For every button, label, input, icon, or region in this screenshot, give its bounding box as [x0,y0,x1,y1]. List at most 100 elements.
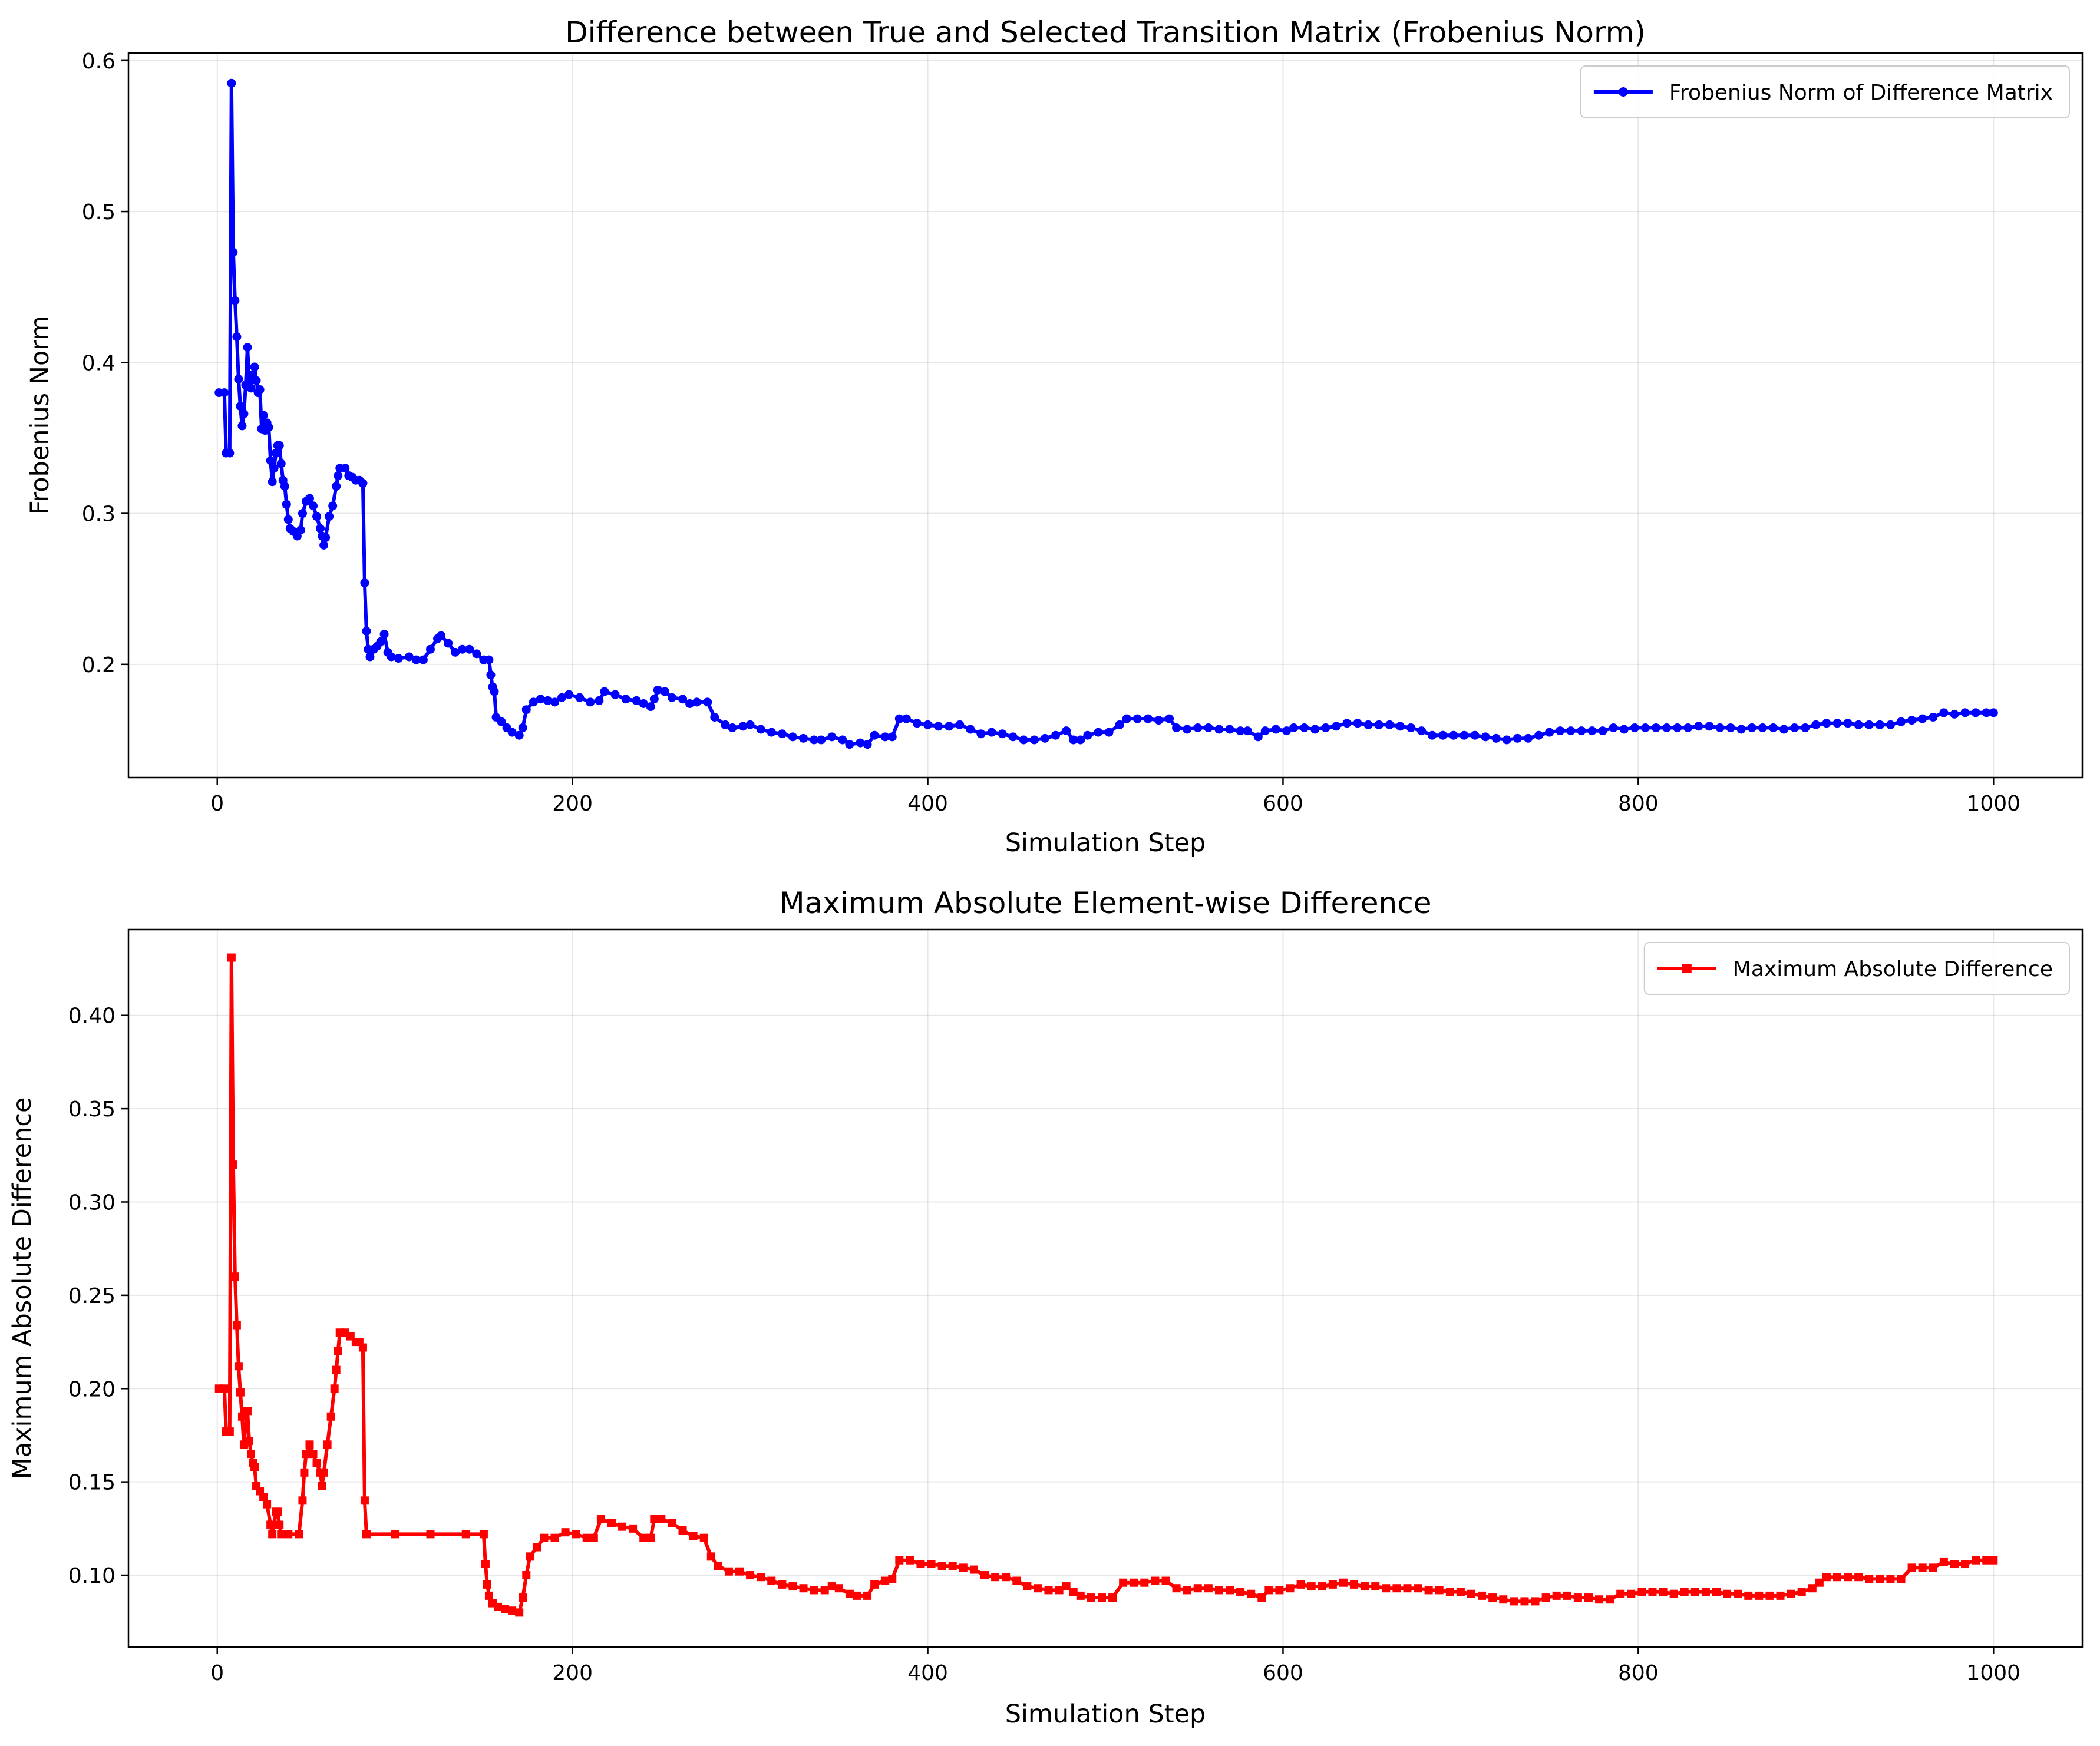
data-point [582,1533,591,1542]
data-point [1435,1586,1444,1595]
y-tick-label: 0.5 [82,200,115,224]
data-point [1491,733,1501,743]
data-point [1214,725,1224,734]
data-point [1417,726,1427,736]
x-tick-label: 200 [552,792,593,816]
data-point [735,1567,744,1576]
data-point [312,1459,321,1467]
data-point [300,1468,309,1477]
data-point [1573,1593,1582,1602]
legend-label: Frobenius Norm of Difference Matrix [1669,81,2053,105]
data-point [326,1412,335,1421]
data-point [1755,1591,1764,1600]
data-point [845,740,854,749]
data-point [1140,1578,1149,1587]
data-point [1087,1593,1095,1602]
data-point [1062,726,1071,736]
data-point [916,1560,925,1569]
data-point [678,695,688,704]
data-point [955,720,965,729]
data-point [1438,730,1448,740]
legend-box [1580,65,2070,118]
data-point [1428,730,1437,740]
x-tick-label: 0 [210,1661,224,1685]
data-point [522,1571,531,1580]
data-point [1104,727,1114,737]
data-point [966,725,975,734]
data-point [323,1440,332,1449]
data-point [376,637,385,646]
data-point [332,1365,341,1374]
data-point [1865,1575,1874,1583]
data-point [1598,726,1607,736]
data-point [465,644,474,654]
data-point [232,1321,241,1330]
chart-title: Maximum Absolute Element-wise Difference [780,886,1432,920]
data-point [1460,730,1469,740]
data-point [1534,730,1544,740]
data-point [1939,1557,1948,1566]
data-point [639,699,648,708]
data-point [1002,1573,1011,1582]
data-point [1854,720,1863,729]
data-point [852,1591,861,1600]
data-point [220,1384,229,1393]
data-point [252,376,261,385]
data-point [1950,709,1959,719]
data-point [1886,720,1895,729]
data-point [621,695,630,704]
data-point [1734,1589,1742,1598]
data-point [1275,1586,1284,1595]
data-point [1744,1591,1753,1600]
data-point [618,1522,627,1531]
data-point [799,1584,808,1593]
data-point [1961,1560,1970,1569]
data-point [451,647,460,657]
x-tick-label: 1000 [1966,1661,2020,1685]
data-point [1523,733,1533,743]
x-tick-label: 400 [907,1661,948,1685]
data-point [1328,1580,1337,1589]
data-point [328,501,338,511]
data-point [227,78,236,88]
legend: Frobenius Norm of Difference Matrix [1580,65,2070,118]
data-point [1247,1589,1256,1598]
data-point [1779,725,1789,734]
data-point [721,720,730,729]
data-point [1392,1584,1401,1593]
data-point [1627,1589,1636,1598]
data-point [1726,723,1735,732]
data-point [945,722,954,731]
data-point [1787,1589,1795,1598]
data-point [1119,1578,1128,1587]
data-point [284,1530,293,1539]
data-point [1478,1591,1487,1600]
data-point [1371,1582,1380,1591]
data-point [710,713,719,722]
data-point [239,409,249,418]
data-point [490,687,499,696]
data-point [255,385,265,394]
data-point [1204,723,1213,732]
data-point [282,500,291,509]
data-point [629,1524,638,1533]
x-tick-label: 800 [1618,792,1659,816]
data-point [1385,720,1394,729]
legend-label: Maximum Absolute Difference [1733,957,2053,981]
data-point [561,1528,570,1537]
data-point [250,362,259,372]
data-point [586,697,595,707]
data-point [1183,725,1192,734]
data-point [767,1576,776,1585]
data-point [1701,1588,1710,1596]
data-point [283,515,293,524]
data-point [1069,1588,1078,1596]
x-tick-label: 600 [1263,792,1303,816]
data-point [1982,1556,1991,1565]
data-point [1271,725,1280,734]
data-point [1321,723,1330,732]
data-point [1154,716,1163,725]
data-point [1577,726,1586,736]
data-point [1929,713,1938,722]
data-point [757,1573,765,1582]
